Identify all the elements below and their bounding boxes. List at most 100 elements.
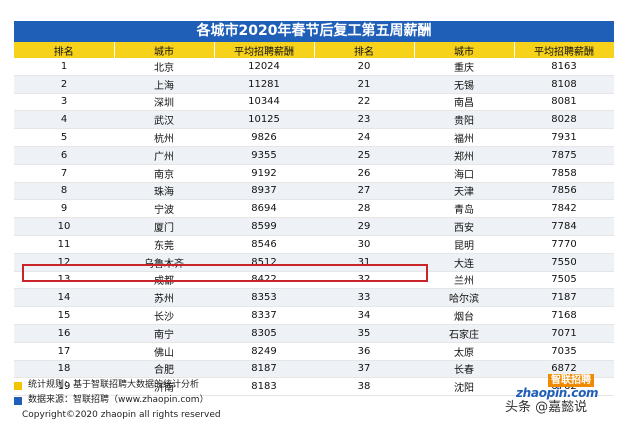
logo-brand-en: zhaopin.com <box>516 386 599 400</box>
cell-rank: 17 <box>14 342 114 361</box>
cell-rank: 16 <box>14 324 114 343</box>
cell-city: 成都 <box>114 271 214 290</box>
cell-salary: 7842 <box>514 199 614 219</box>
logo-brand-cn: 智联招聘 <box>548 374 594 387</box>
cell-rank: 19 <box>14 377 114 397</box>
cell-salary: 7770 <box>514 235 614 254</box>
cell-salary: 9826 <box>214 128 314 147</box>
cell-salary: 7856 <box>514 182 614 201</box>
cell-city: 烟台 <box>414 306 514 325</box>
cell-rank: 28 <box>314 199 414 219</box>
cell-rank: 34 <box>314 306 414 325</box>
cell-city: 合肥 <box>114 360 214 379</box>
cell-rank: 33 <box>314 288 414 308</box>
header-city: 城市 <box>414 42 515 58</box>
cell-salary: 8937 <box>214 182 314 201</box>
zhaopin-logo: 智联招聘 zhaopin.com <box>508 372 620 412</box>
cell-salary: 7168 <box>514 306 614 325</box>
cell-salary: 11281 <box>214 75 314 94</box>
cell-rank: 21 <box>314 75 414 94</box>
cell-city: 宁波 <box>114 199 214 219</box>
cell-city: 兰州 <box>414 271 514 290</box>
cell-city: 昆明 <box>414 235 514 254</box>
cell-city: 海口 <box>414 164 514 183</box>
yellow-square-icon <box>14 381 22 390</box>
table-row: 10 厦门 8599 29 西安 7784 <box>14 217 614 236</box>
cell-salary: 8187 <box>214 360 314 379</box>
cell-city: 天津 <box>414 182 514 201</box>
cell-salary: 8028 <box>514 110 614 130</box>
cell-city: 南宁 <box>114 324 214 343</box>
cell-city: 佛山 <box>114 342 214 361</box>
cell-city: 长春 <box>414 360 514 379</box>
cell-rank: 15 <box>14 306 114 325</box>
cell-city: 杭州 <box>114 128 214 147</box>
cell-rank: 2 <box>14 75 114 94</box>
table-row: 15 长沙 8337 34 烟台 7168 <box>14 306 614 325</box>
cell-rank: 5 <box>14 128 114 147</box>
cell-salary: 8353 <box>214 288 314 308</box>
cell-city: 郑州 <box>414 146 514 165</box>
stat-rule-line: 统计规则：基于智联招聘大数据的统计分析 <box>14 378 221 393</box>
cell-salary: 7550 <box>514 253 614 272</box>
cell-city: 石家庄 <box>414 324 514 343</box>
footer: 统计规则：基于智联招聘大数据的统计分析 数据来源：智联招聘（www.zhaopi… <box>14 378 221 423</box>
table-row: 1 北京 12024 20 重庆 8163 <box>14 58 614 76</box>
cell-salary: 8305 <box>214 324 314 343</box>
cell-city: 大连 <box>414 253 514 272</box>
cell-city: 重庆 <box>414 58 514 76</box>
cell-rank: 9 <box>14 199 114 219</box>
table-row: 11 东莞 8546 30 昆明 7770 <box>14 235 614 254</box>
cell-city: 上海 <box>114 75 214 94</box>
cell-city: 哈尔滨 <box>414 288 514 308</box>
cell-salary: 8163 <box>514 58 614 76</box>
table-row: 9 宁波 8694 28 青岛 7842 <box>14 199 614 219</box>
cell-rank: 23 <box>314 110 414 130</box>
cell-rank: 18 <box>14 360 114 379</box>
cell-city: 福州 <box>414 128 514 147</box>
table-row: 7 南京 9192 26 海口 7858 <box>14 164 614 183</box>
table-body: 1 北京 12024 20 重庆 8163 2 上海 11281 21 无锡 8108 3 深圳 10344… <box>14 58 614 397</box>
cell-city: 东莞 <box>114 235 214 254</box>
cell-rank: 22 <box>314 93 414 112</box>
cell-rank: 30 <box>314 235 414 254</box>
table-row: 8 珠海 8937 27 天津 7856 <box>14 182 614 201</box>
cell-rank: 10 <box>14 217 114 236</box>
salary-ranking-table: 排名 城市 平均招聘薪酬 排名 城市 平均招聘薪酬 1 北京 12024 20 重庆 81… <box>14 42 615 397</box>
cell-rank: 20 <box>314 58 414 76</box>
cell-rank: 6 <box>14 146 114 165</box>
cell-city: 青岛 <box>414 199 514 219</box>
cell-rank: 8 <box>14 182 114 201</box>
cell-city: 南昌 <box>414 93 514 112</box>
cell-city: 深圳 <box>114 93 214 112</box>
header-rank: 排名 <box>14 42 115 58</box>
cell-salary: 8249 <box>214 342 314 361</box>
cell-city: 西安 <box>414 217 514 236</box>
data-source-text: 数据来源：智联招聘（www.zhaopin.com） <box>28 395 209 405</box>
cell-rank: 24 <box>314 128 414 147</box>
header-salary: 平均招聘薪酬 <box>514 42 615 58</box>
cell-salary: 7858 <box>514 164 614 183</box>
cell-salary: 8337 <box>214 306 314 325</box>
cell-salary: 8183 <box>214 377 314 397</box>
table-row: 4 武汉 10125 23 贵阳 8028 <box>14 110 614 130</box>
table-row: 5 杭州 9826 24 福州 7931 <box>14 128 614 147</box>
cell-rank: 1 <box>14 58 114 76</box>
cell-rank: 36 <box>314 342 414 361</box>
header-city: 城市 <box>114 42 215 58</box>
cell-rank: 38 <box>314 377 414 397</box>
cell-salary: 9355 <box>214 146 314 165</box>
cell-city: 乌鲁木齐 <box>114 253 214 272</box>
cell-rank: 26 <box>314 164 414 183</box>
cell-city: 沈阳 <box>414 377 514 397</box>
table-title: 各城市2020年春节后复工第五周薪酬 <box>14 21 614 42</box>
table-row: 6 广州 9355 25 郑州 7875 <box>14 146 614 165</box>
cell-salary: 8512 <box>214 253 314 272</box>
cell-salary: 10344 <box>214 93 314 112</box>
cell-salary: 8108 <box>514 75 614 94</box>
header-salary: 平均招聘薪酬 <box>214 42 315 58</box>
cell-rank: 11 <box>14 235 114 254</box>
cell-city: 广州 <box>114 146 214 165</box>
table-row: 2 上海 11281 21 无锡 8108 <box>14 75 614 94</box>
cell-city: 太原 <box>414 342 514 361</box>
